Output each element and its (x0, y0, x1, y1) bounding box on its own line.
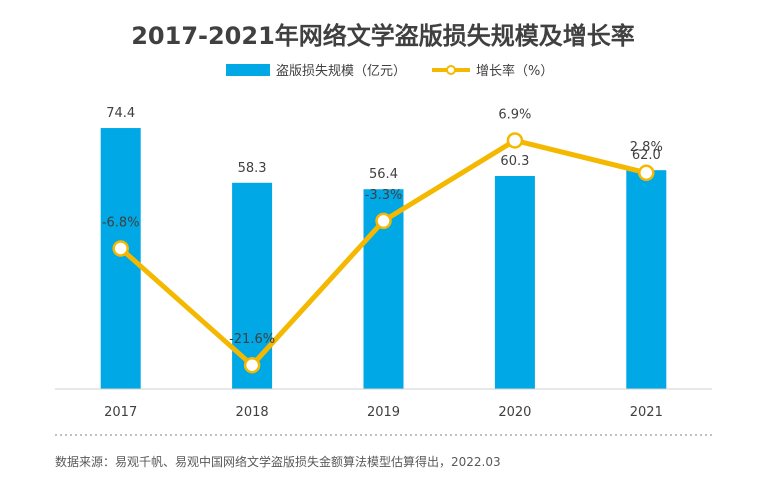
legend-line-marker (446, 65, 456, 75)
line-point-2021 (638, 164, 655, 182)
bar-value-label-2018: 58.3 (238, 161, 267, 176)
bar-2021 (626, 170, 667, 389)
bars-layer (100, 128, 667, 390)
x-tick-label-2018: 2018 (236, 405, 269, 420)
chart-title: 2017-2021年网络文学盗版损失规模及增长率 (131, 22, 635, 50)
x-tick-label-2019: 2019 (367, 405, 400, 420)
legend-bar-label: 盗版损失规模（亿元） (276, 63, 406, 79)
line-point-2019 (375, 212, 392, 230)
source-note: 数据来源：易观千帆、易观中国网络文学盗版损失金额算法模型估算得出，2022.03 (55, 454, 501, 469)
line-point-2020 (506, 132, 524, 149)
bar-value-label-2021: 62.0 (632, 148, 661, 163)
line-value-label-2018: -21.6% (229, 332, 275, 347)
line-value-label-2017: -6.8% (102, 215, 140, 230)
x-tick-label-2020: 2020 (498, 405, 531, 420)
line-point-2017 (112, 240, 129, 257)
legend-bar-swatch (226, 64, 270, 76)
bar-value-label-2019: 56.4 (369, 167, 398, 182)
x-tick-label-2021: 2021 (630, 405, 663, 420)
line-layer: -6.8% -21.6% -3.3% 6.9% 2.8% (102, 107, 663, 374)
bar-2020 (494, 175, 535, 389)
line-point-2018 (243, 356, 261, 374)
bar-value-label-2017: 74.4 (106, 106, 135, 121)
legend-line-label: 增长率（%） (476, 63, 553, 79)
x-ticks-layer: 2017 2018 2019 2020 2021 (104, 405, 663, 420)
bar-value-label-2020: 60.3 (500, 154, 529, 169)
bar-labels-layer: 74.4 58.3 56.4 60.3 62.0 (106, 106, 661, 182)
legend: 盗版损失规模（亿元） 增长率（%） (226, 63, 553, 79)
line-value-label-2020: 6.9% (498, 107, 531, 122)
x-tick-label-2017: 2017 (104, 405, 137, 420)
line-value-label-2021: 2.8% (630, 140, 663, 155)
line-value-label-2019: -3.3% (365, 188, 403, 203)
